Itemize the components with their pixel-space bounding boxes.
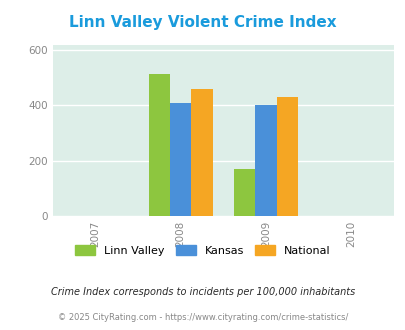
Bar	[191, 89, 212, 216]
Text: Crime Index corresponds to incidents per 100,000 inhabitants: Crime Index corresponds to incidents per…	[51, 287, 354, 297]
Text: Linn Valley Violent Crime Index: Linn Valley Violent Crime Index	[69, 15, 336, 30]
Legend: Linn Valley, Kansas, National: Linn Valley, Kansas, National	[71, 241, 334, 260]
Bar	[148, 74, 170, 216]
Text: © 2025 CityRating.com - https://www.cityrating.com/crime-statistics/: © 2025 CityRating.com - https://www.city…	[58, 313, 347, 322]
Bar	[170, 103, 191, 216]
Bar	[255, 105, 276, 216]
Bar	[276, 97, 297, 216]
Bar	[233, 169, 255, 216]
